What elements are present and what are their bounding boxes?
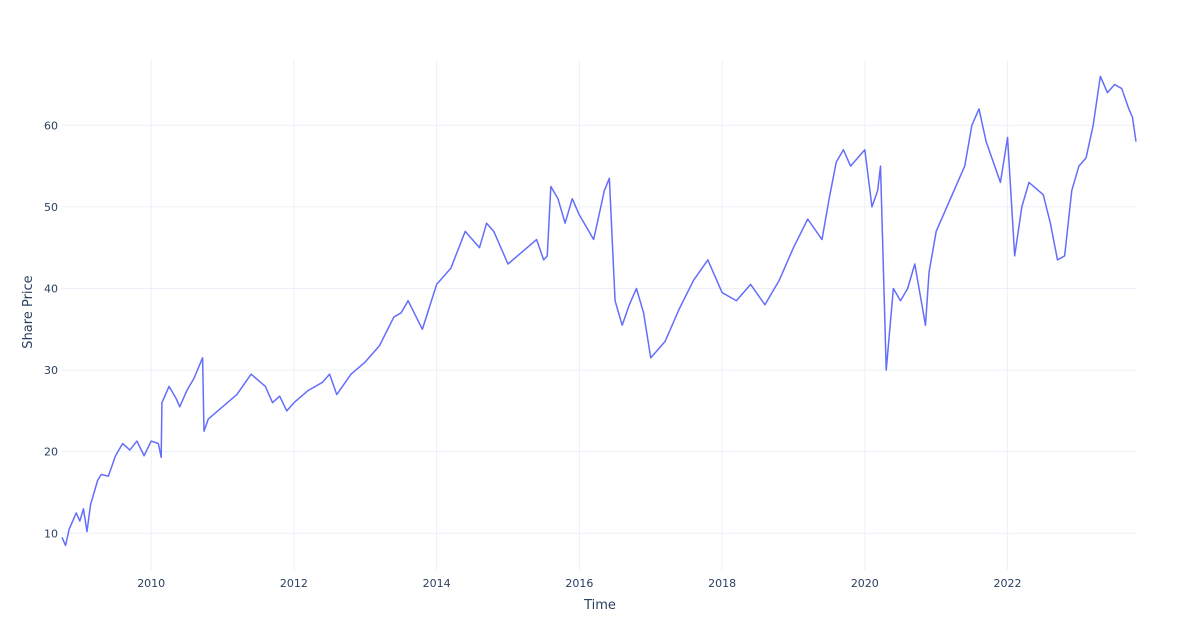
y-axis-ticks: 10 20 30 40 50 60 xyxy=(44,119,58,540)
x-tick-label: 2016 xyxy=(565,577,593,590)
series-layer xyxy=(61,75,1137,547)
y-tick-label: 40 xyxy=(44,282,58,295)
x-tick-label: 2014 xyxy=(423,577,451,590)
x-tick-label: 2022 xyxy=(994,577,1022,590)
y-tick-label: 50 xyxy=(44,201,58,214)
x-tick-label: 2018 xyxy=(708,577,736,590)
x-axis-ticks: 2010 2012 2014 2016 2018 2020 2022 xyxy=(137,577,1021,590)
share-price-line xyxy=(61,75,1137,547)
y-tick-label: 30 xyxy=(44,364,58,377)
y-axis-title: Share Price xyxy=(21,275,36,348)
x-axis-title: Time xyxy=(583,598,616,613)
grid xyxy=(62,60,1136,570)
y-tick-label: 20 xyxy=(44,446,58,459)
x-tick-label: 2010 xyxy=(137,577,165,590)
x-tick-label: 2020 xyxy=(851,577,879,590)
y-tick-label: 60 xyxy=(44,119,58,132)
y-tick-label: 10 xyxy=(44,527,58,540)
x-tick-label: 2012 xyxy=(280,577,308,590)
